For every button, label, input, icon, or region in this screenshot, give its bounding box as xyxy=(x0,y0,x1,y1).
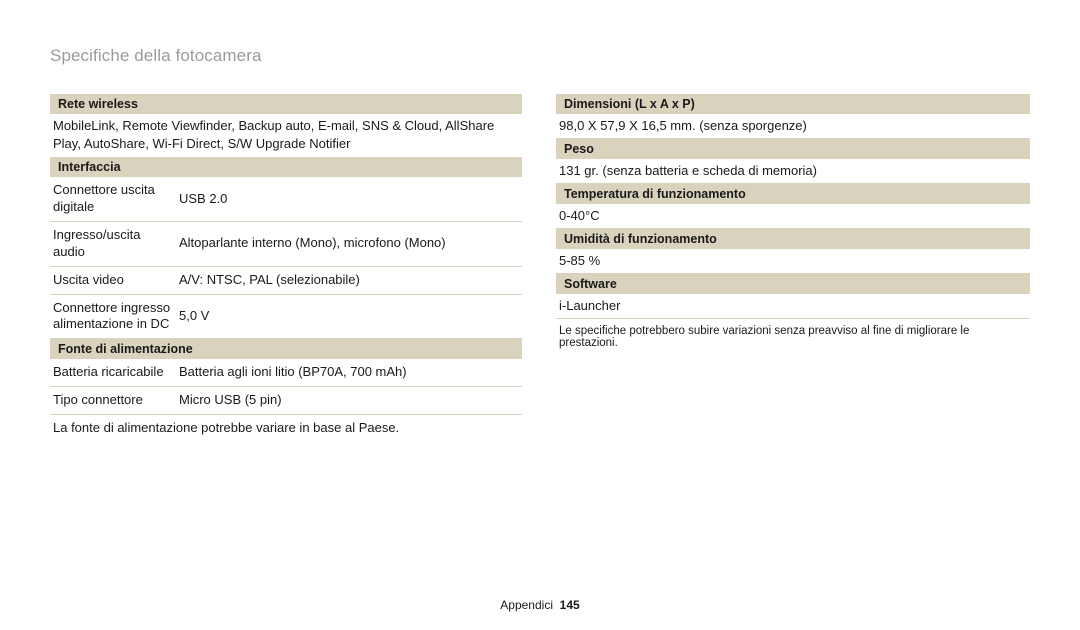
table-row: Ingresso/uscita audio Altoparlante inter… xyxy=(50,221,522,266)
spec-value: Micro USB (5 pin) xyxy=(176,387,522,415)
spec-label: Tipo connettore xyxy=(50,387,176,415)
spec-value: 5,0 V xyxy=(176,294,522,339)
table-row: Uscita video A/V: NTSC, PAL (selezionabi… xyxy=(50,266,522,294)
interface-table: Connettore uscita digitale USB 2.0 Ingre… xyxy=(50,177,522,339)
spec-label: Ingresso/uscita audio xyxy=(50,221,176,266)
footer-section: Appendici xyxy=(500,598,553,612)
spec-value: Batteria agli ioni litio (BP70A, 700 mAh… xyxy=(176,359,522,386)
columns: Rete wireless MobileLink, Remote Viewfin… xyxy=(50,94,1030,440)
ophum-value: 5-85 % xyxy=(556,249,1030,274)
section-header-weight: Peso xyxy=(556,139,1030,159)
power-note: La fonte di alimentazione potrebbe varia… xyxy=(50,415,522,440)
footer: Appendici 145 xyxy=(0,598,1080,612)
column-left: Rete wireless MobileLink, Remote Viewfin… xyxy=(50,94,522,440)
section-header-interface: Interfaccia xyxy=(50,157,522,177)
wireless-text: MobileLink, Remote Viewfinder, Backup au… xyxy=(50,114,522,157)
spec-label: Connettore ingresso alimentazione in DC xyxy=(50,294,176,339)
section-header-ophum: Umidità di funzionamento xyxy=(556,229,1030,249)
optemp-value: 0-40°C xyxy=(556,204,1030,229)
spec-label: Uscita video xyxy=(50,266,176,294)
table-row: Tipo connettore Micro USB (5 pin) xyxy=(50,387,522,415)
spec-value: Altoparlante interno (Mono), microfono (… xyxy=(176,221,522,266)
section-header-wireless: Rete wireless xyxy=(50,94,522,114)
weight-value: 131 gr. (senza batteria e scheda di memo… xyxy=(556,159,1030,184)
column-right: Dimensioni (L x A x P) 98,0 X 57,9 X 16,… xyxy=(556,94,1030,440)
footer-page: 145 xyxy=(560,598,580,612)
section-header-software: Software xyxy=(556,274,1030,294)
table-row: Connettore ingresso alimentazione in DC … xyxy=(50,294,522,339)
software-value: i-Launcher xyxy=(556,294,1030,319)
spec-label: Connettore uscita digitale xyxy=(50,177,176,221)
section-header-power: Fonte di alimentazione xyxy=(50,339,522,359)
section-header-optemp: Temperatura di funzionamento xyxy=(556,184,1030,204)
spec-value: USB 2.0 xyxy=(176,177,522,221)
table-row: Connettore uscita digitale USB 2.0 xyxy=(50,177,522,221)
spec-value: A/V: NTSC, PAL (selezionabile) xyxy=(176,266,522,294)
page-title: Specifiche della fotocamera xyxy=(50,46,1030,66)
power-table: Batteria ricaricabile Batteria agli ioni… xyxy=(50,359,522,415)
dimensions-value: 98,0 X 57,9 X 16,5 mm. (senza sporgenze) xyxy=(556,114,1030,139)
spec-label: Batteria ricaricabile xyxy=(50,359,176,386)
table-row: Batteria ricaricabile Batteria agli ioni… xyxy=(50,359,522,386)
section-header-dimensions: Dimensioni (L x A x P) xyxy=(556,94,1030,114)
page: Specifiche della fotocamera Rete wireles… xyxy=(0,0,1080,440)
footnote: Le specifiche potrebbero subire variazio… xyxy=(556,319,1030,349)
